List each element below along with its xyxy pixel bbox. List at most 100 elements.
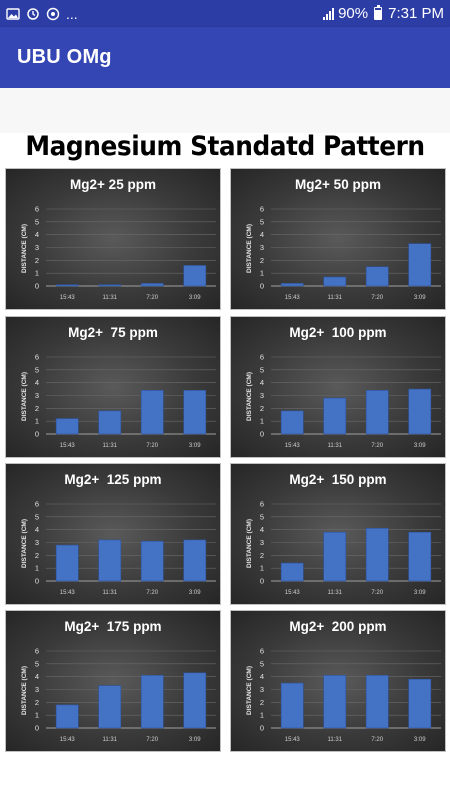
x-tick-label: 15:43: [285, 737, 301, 743]
x-tick-label: 3:09: [414, 737, 426, 743]
bar: [140, 675, 164, 729]
chart-plot: 0 1 2 3 4 5 6 15:43 11:31 7:20 3:09: [260, 500, 441, 596]
y-tick-label: 3: [35, 538, 39, 547]
signal-icon: [323, 7, 335, 20]
chart-title: Mg2+ 50 ppm: [295, 177, 381, 192]
y-tick-label: 1: [260, 711, 264, 720]
chart-card: Mg2+ 25 ppm DISTANCE (CM) 0 1 2 3 4 5 6 15:43 11:3…: [5, 168, 221, 310]
bar: [140, 283, 164, 287]
y-tick-label: 3: [260, 685, 264, 694]
y-tick-label: 2: [260, 551, 264, 560]
bar: [55, 704, 79, 729]
chart-plot: 0 1 2 3 4 5 6 15:43 11:31 7:20 3:09: [35, 500, 216, 596]
y-tick-label: 5: [260, 659, 264, 668]
x-tick-label: 11:31: [102, 443, 117, 449]
x-tick-label: 7:20: [371, 443, 383, 449]
y-tick-label: 5: [260, 365, 264, 374]
y-tick-label: 0: [260, 724, 264, 733]
chart-card: Mg2+ 150 ppm DISTANCE (CM) 0 1 2 3 4 5 6 15:43 11:…: [230, 463, 446, 605]
y-tick-label: 0: [35, 282, 39, 291]
y-tick-label: 2: [35, 404, 39, 413]
chart-title: Mg2+ 125 ppm: [64, 472, 162, 487]
bar: [140, 390, 164, 435]
y-tick-label: 2: [35, 698, 39, 707]
y-tick-label: 6: [260, 500, 264, 509]
bar: [408, 678, 432, 729]
y-tick-label: 1: [35, 269, 39, 278]
y-tick-label: 0: [35, 724, 39, 733]
chart-plot: 0 1 2 3 4 5 6 15:43 11:31 7:20 3:09: [260, 353, 441, 449]
y-tick-label: 1: [260, 564, 264, 573]
chart-plot: 0 1 2 3 4 5 6 15:43 11:31 7:20 3:09: [35, 647, 216, 743]
y-tick-label: 5: [35, 512, 39, 521]
y-tick-label: 3: [260, 391, 264, 400]
y-tick-label: 1: [35, 711, 39, 720]
y-tick-label: 1: [35, 417, 39, 426]
y-tick-label: 4: [35, 230, 39, 239]
y-tick-label: 4: [35, 378, 39, 387]
y-tick-label: 5: [35, 659, 39, 668]
bar: [55, 284, 79, 287]
x-tick-label: 3:09: [189, 737, 201, 743]
x-tick-label: 15:43: [60, 737, 76, 743]
chart-card: Mg2+ 75 ppm DISTANCE (CM) 0 1 2 3 4 5 6 15:43 11:3…: [5, 316, 221, 458]
bar: [365, 528, 389, 582]
x-tick-label: 11:31: [102, 590, 117, 596]
chart-plot: 0 1 2 3 4 5 6 15:43 11:31 7:20 3:09: [35, 205, 216, 301]
y-tick-label: 0: [35, 430, 39, 439]
chart-card: Mg2+ 100 ppm DISTANCE (CM) 0 1 2 3 4 5 6 15:43 11:…: [230, 316, 446, 458]
x-tick-label: 7:20: [146, 443, 158, 449]
chart-card: Mg2+ 50 ppm DISTANCE (CM) 0 1 2 3 4 5 6 15:43 11:3…: [230, 168, 446, 310]
x-tick-label: 15:43: [285, 295, 301, 301]
battery-percent: 90%: [338, 5, 369, 22]
y-tick-label: 2: [35, 256, 39, 265]
clock-icon: [46, 7, 60, 20]
y-tick-label: 6: [35, 647, 39, 656]
more-notifications-icon: ...: [66, 5, 78, 22]
x-tick-label: 11:31: [327, 737, 342, 743]
chart-title: Mg2+ 100 ppm: [289, 325, 387, 340]
y-tick-label: 2: [260, 404, 264, 413]
x-tick-label: 11:31: [327, 443, 342, 449]
x-tick-label: 3:09: [189, 295, 201, 301]
y-tick-label: 0: [35, 577, 39, 586]
x-tick-label: 3:09: [414, 295, 426, 301]
x-tick-label: 7:20: [371, 737, 383, 743]
bar: [323, 276, 347, 287]
bar: [280, 682, 304, 729]
y-tick-label: 1: [260, 417, 264, 426]
y-tick-label: 3: [35, 685, 39, 694]
status-bar: ... 90% 7:31 PM: [0, 0, 450, 27]
bar: [183, 539, 207, 582]
x-tick-label: 7:20: [146, 590, 158, 596]
bar: [280, 283, 304, 287]
y-tick-label: 4: [35, 672, 39, 681]
chart-title: Mg2+ 75 ppm: [68, 325, 158, 340]
y-tick-label: 1: [35, 564, 39, 573]
y-tick-label: 6: [35, 353, 39, 362]
x-tick-label: 15:43: [285, 590, 301, 596]
y-tick-label: 4: [260, 230, 264, 239]
bar: [280, 562, 304, 582]
y-tick-label: 2: [260, 256, 264, 265]
bar: [408, 243, 432, 287]
y-tick-label: 0: [260, 577, 264, 586]
chart-plot: 0 1 2 3 4 5 6 15:43 11:31 7:20 3:09: [260, 205, 441, 301]
bar: [55, 544, 79, 582]
x-tick-label: 11:31: [327, 590, 342, 596]
y-tick-label: 3: [260, 538, 264, 547]
y-tick-label: 4: [260, 525, 264, 534]
bar: [55, 418, 79, 435]
bar: [365, 675, 389, 729]
app-title: UBU OMg: [17, 46, 112, 68]
chart-title: Mg2+ 200 ppm: [289, 619, 387, 634]
y-tick-label: 2: [35, 551, 39, 560]
chart-card: Mg2+ 200 ppm DISTANCE (CM) 0 1 2 3 4 5 6 15:43 11:…: [230, 610, 446, 752]
bar: [183, 672, 207, 729]
x-tick-label: 3:09: [189, 590, 201, 596]
x-tick-label: 7:20: [371, 295, 383, 301]
y-tick-label: 1: [260, 269, 264, 278]
y-tick-label: 4: [35, 525, 39, 534]
y-tick-label: 5: [35, 217, 39, 226]
y-tick-label: 5: [260, 512, 264, 521]
